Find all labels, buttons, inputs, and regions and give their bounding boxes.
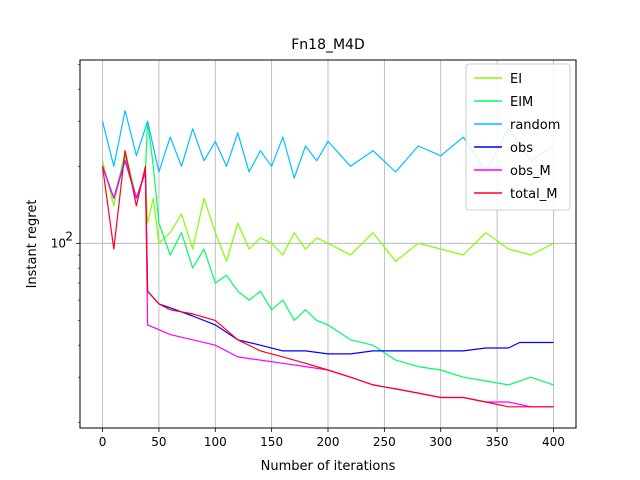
legend-label-eim: EIM bbox=[510, 95, 533, 110]
x-tick-label: 50 bbox=[151, 435, 166, 449]
x-tick-label: 100 bbox=[204, 435, 227, 449]
x-tick-label: 300 bbox=[429, 435, 452, 449]
x-tick-label: 150 bbox=[260, 435, 283, 449]
legend-label-total-m: total_M bbox=[510, 187, 557, 202]
chart-title: Fn18_M4D bbox=[291, 37, 365, 53]
legend-label-obs-m: obs_M bbox=[510, 164, 551, 179]
x-axis-title: Number of iterations bbox=[261, 459, 396, 474]
y-tick-exponent: 2 bbox=[65, 229, 73, 243]
series-layer bbox=[101, 109, 554, 408]
x-tick-label: 250 bbox=[373, 435, 396, 449]
x-tick-label: 0 bbox=[99, 435, 107, 449]
legend-label-ei: EI bbox=[510, 72, 522, 87]
series-line-random bbox=[101, 109, 554, 179]
x-axis: 0 50 100 150 200 250 300 350 400 bbox=[99, 428, 565, 449]
series-line-total-m bbox=[101, 150, 554, 408]
legend: EI EIM random obs obs_M total_M bbox=[465, 63, 571, 211]
y-tick-label: 10 bbox=[51, 236, 66, 250]
x-tick-label: 400 bbox=[542, 435, 565, 449]
series-line-eim bbox=[101, 120, 554, 386]
series-line-ei bbox=[101, 150, 554, 262]
y-axis-title: Instant regret bbox=[25, 200, 40, 289]
legend-label-random: random bbox=[510, 118, 560, 133]
x-tick-label: 200 bbox=[317, 435, 340, 449]
y-axis: 10 2 bbox=[51, 64, 80, 423]
x-tick-label: 350 bbox=[486, 435, 509, 449]
legend-label-obs: obs bbox=[510, 141, 533, 156]
